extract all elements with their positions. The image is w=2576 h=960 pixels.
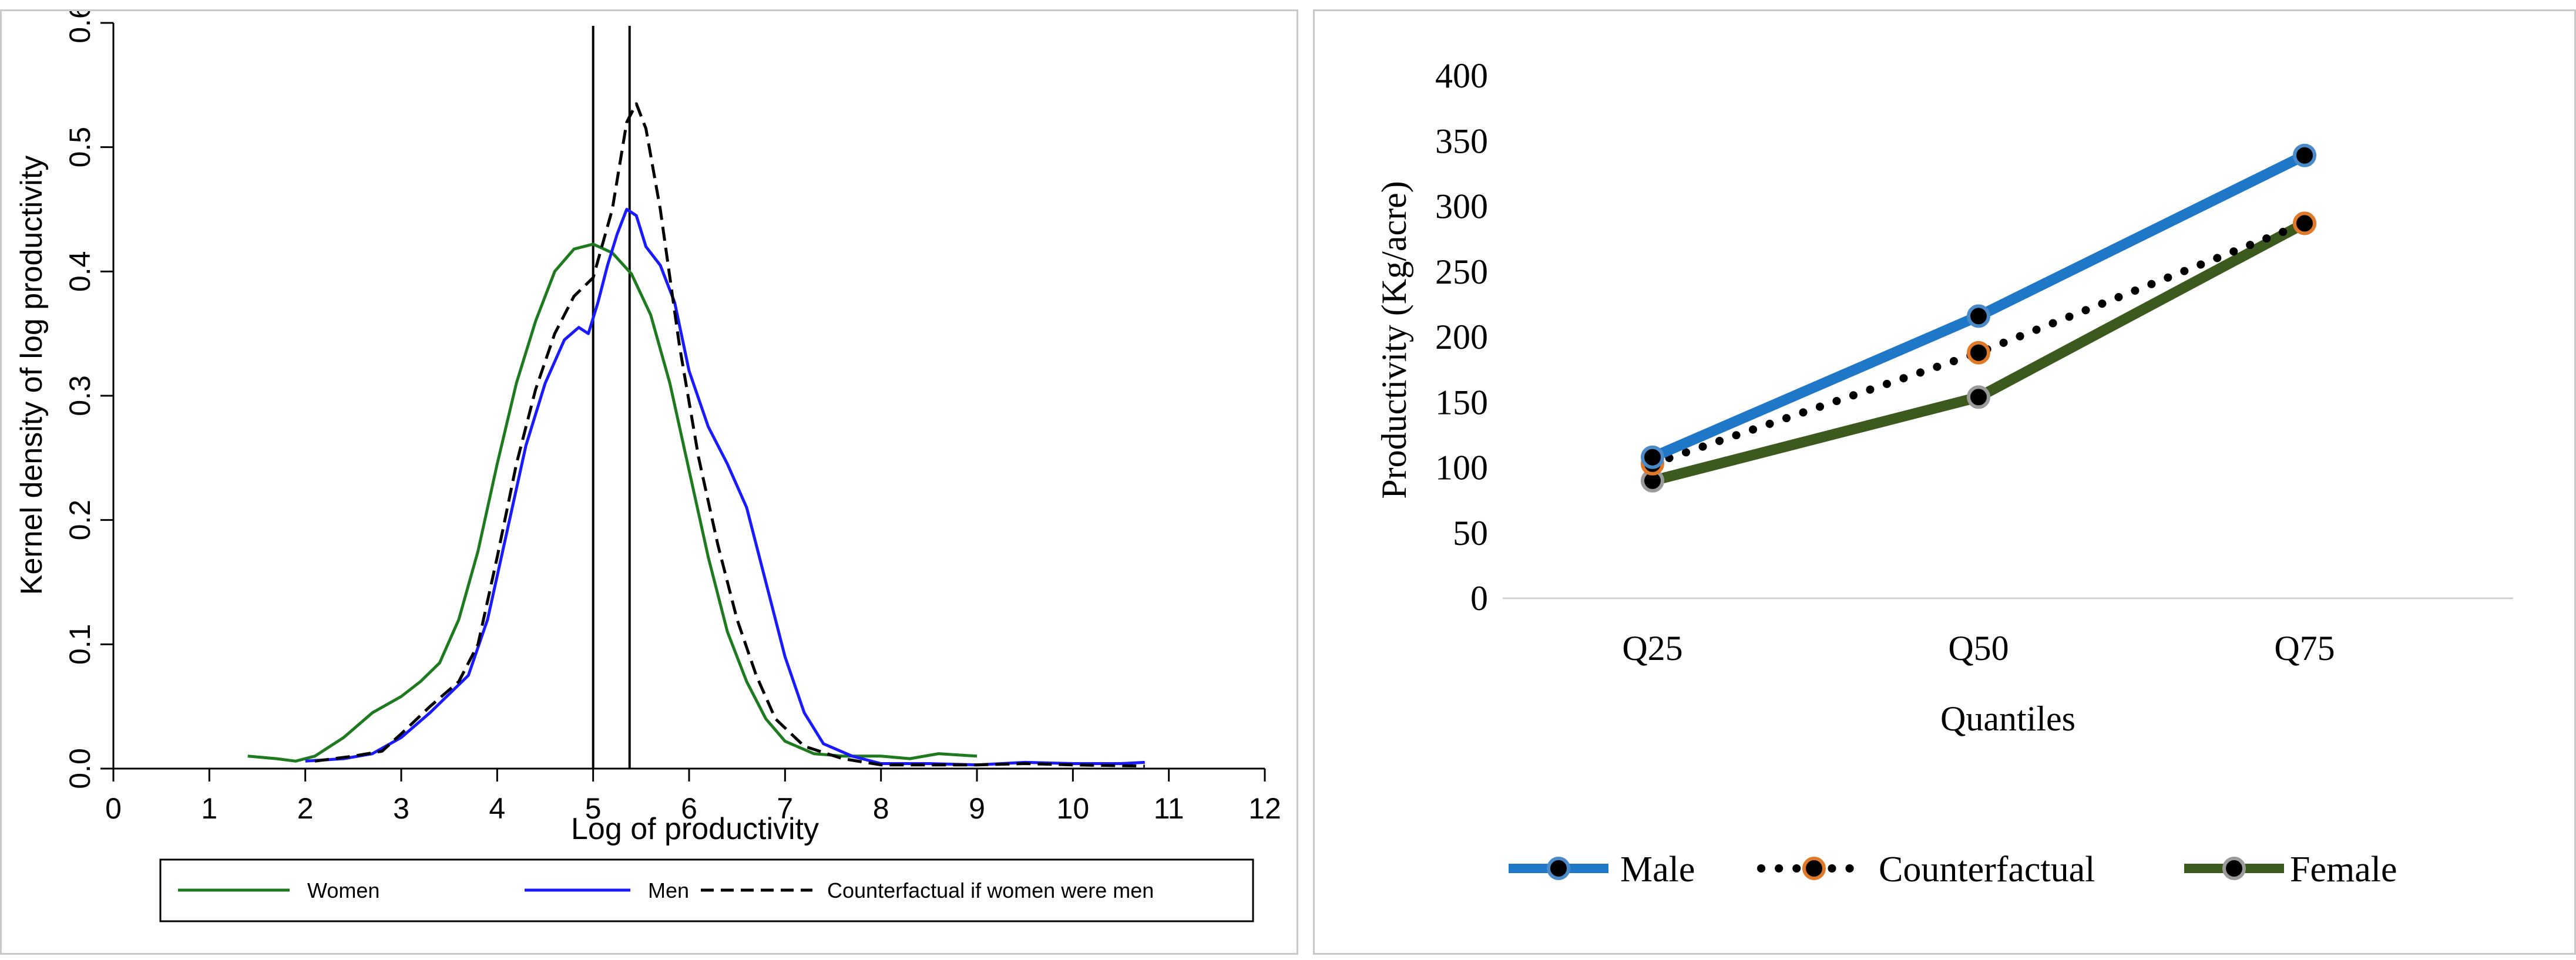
left-series-counterfactual-line [314,102,1145,768]
right-y-tick-label: 300 [1435,187,1488,226]
legend-marker-counterfactual-right [1802,857,1826,880]
left-x-tick-label: 0 [105,792,122,825]
left-y-tick-label: 0.0 [63,748,96,789]
right-y-tick-label: 50 [1453,514,1488,553]
right-series-counterfactual-marker [2293,211,2316,235]
left-y-tick-label: 0.5 [63,127,96,168]
left-y-tick-label: 0.1 [63,624,96,665]
kernel-density-chart: 0.00.10.20.30.40.50.6 0 1 2 3 4 5 6 7 8 9 10 11 12 L… [15,11,1281,922]
left-y-tick-label: 0.3 [63,375,96,416]
legend-label-men: Men [648,878,689,902]
left-y-ticks: 0.0 0.1 0.2 0.3 0.4 0.5 0.6 [63,11,113,789]
right-series-male-marker [2293,143,2316,167]
left-x-tick-label: 8 [873,792,889,825]
left-x-axis-label: Log of productivity [571,812,819,846]
legend-label-female: Female [2290,850,2397,890]
left-x-tick-label: 12 [1248,792,1281,825]
left-x-tick-label: 9 [969,792,985,825]
legend-label-male: Male [1620,850,1695,890]
right-x-tick-label: Q75 [2274,629,2335,668]
productivity-quantiles-chart-panel: 0 50 100 150 200 250 300 350 400 Q25 Q50 Q75 Quant… [1313,9,2576,955]
legend-marker-female [2222,857,2246,880]
right-y-tick-label: 400 [1435,56,1488,95]
left-x-tick-label: 11 [1154,792,1184,825]
right-y-axis-label: Productivity (Kg/acre) [1375,181,1413,499]
left-series-group [247,102,1145,768]
right-y-ticks: 0 50 100 150 200 250 300 350 400 [1435,56,1488,618]
left-x-tick-label: 2 [297,792,314,825]
right-series-male-marker [1641,445,1664,469]
right-x-ticks: Q25 Q50 Q75 [1622,629,2335,668]
right-legend: Male Counterfactual Female [1509,850,2397,890]
left-series-men-line [305,208,1145,767]
left-x-tick-label: 3 [393,792,409,825]
legend-label-women: Women [307,878,379,902]
left-x-tick-label: 7 [777,792,793,825]
left-x-ticks: 0 1 2 3 4 5 6 7 8 9 10 11 12 [105,769,1281,825]
left-legend: Women Men Counterfactual if women were m… [159,858,1254,922]
left-y-tick-label: 0.2 [63,500,96,541]
left-x-tick-label: 4 [489,792,505,825]
left-series-women-line [247,242,978,763]
right-y-tick-label: 100 [1435,449,1488,487]
left-x-tick-label: 6 [681,792,697,825]
right-series-female-marker [1967,385,1990,409]
left-y-tick-label: 0.6 [63,11,96,43]
legend-marker-male [1547,857,1570,880]
right-x-tick-label: Q25 [1622,629,1682,668]
legend-label-counterfactual: Counterfactual if women were men [827,878,1154,902]
right-y-tick-label: 250 [1435,252,1488,291]
left-y-tick-label: 0.4 [63,251,96,292]
left-x-tick-label: 1 [201,792,217,825]
right-y-tick-label: 150 [1435,383,1488,422]
right-series-counterfactual-marker [1967,341,1990,365]
kernel-density-chart-panel: 0.0 0.1 0.2 0.3 0.4 0.5 0.6 0 1 2 3 4 5 6 7 8 9 10 11 12 L… [0,9,1298,955]
right-y-tick-label: 350 [1435,122,1488,160]
left-x-tick-label: 10 [1057,792,1090,825]
right-series-male-marker [1967,304,1990,328]
right-x-tick-label: Q50 [1948,629,2009,668]
left-reference-lines [592,26,631,769]
left-y-axis-label: Kernel density of log productivity [15,156,49,595]
legend-label-counterfactual-right: Counterfactual [1879,850,2095,890]
right-y-tick-label: 200 [1435,318,1488,356]
left-x-tick-label: 5 [585,792,602,825]
right-y-tick-label: 0 [1470,579,1488,618]
right-x-axis-label: Quantiles [1940,699,2075,738]
productivity-quantiles-chart: 0 50 100 150 200 250 300 350 400 Q25 Q50 Q75 Quant… [1375,56,2513,890]
right-series-group [1641,143,2316,493]
